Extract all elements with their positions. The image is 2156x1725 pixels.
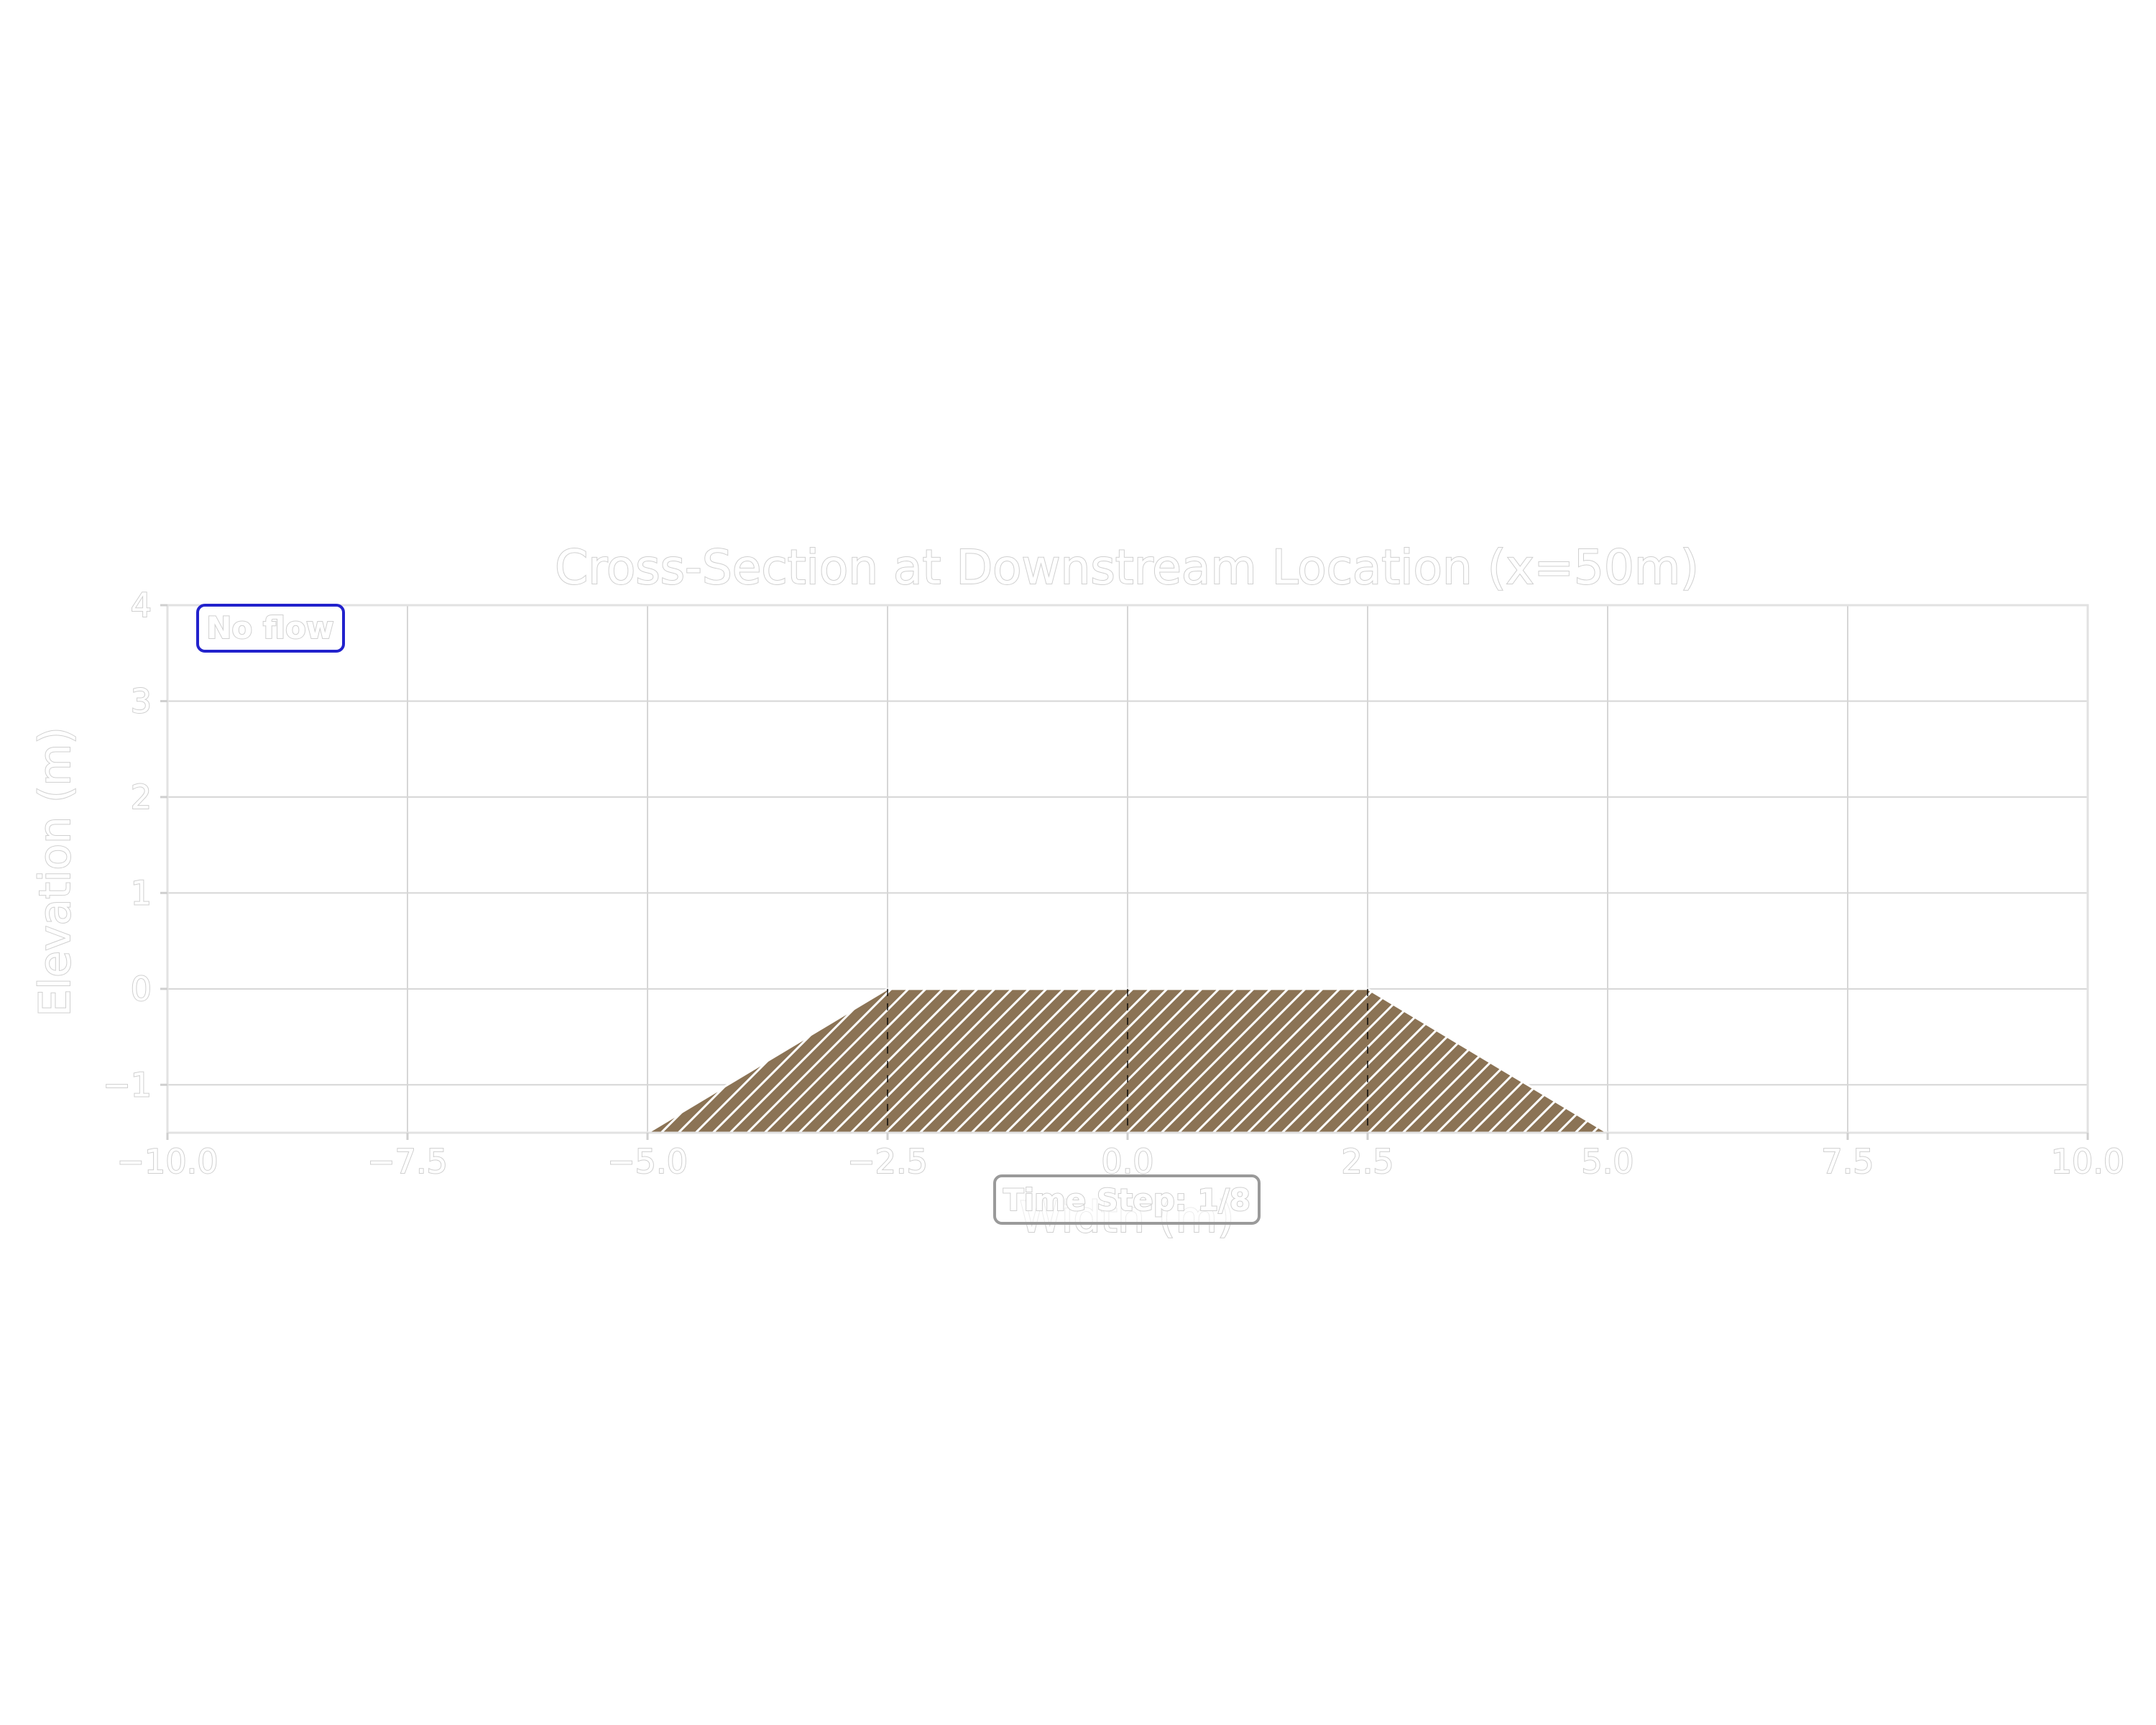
x-tick-label: 10.0 <box>2051 1142 2124 1181</box>
y-ticks: −1 0 1 2 3 4 <box>102 585 167 1105</box>
status-label: No flow <box>206 610 333 645</box>
y-tick-label: 4 <box>131 586 152 625</box>
x-tick-label: −2.5 <box>847 1142 928 1181</box>
x-tick-label: 7.5 <box>1821 1142 1874 1181</box>
y-tick-label: −1 <box>103 1065 152 1104</box>
status-box: No flow <box>196 604 345 653</box>
channel-bed-dividers <box>887 988 1368 1133</box>
grid-lines <box>167 604 2088 1133</box>
x-ticks: −10.0 −7.5 −5.0 −2.5 0.0 2.5 5.0 7.5 10.0 <box>116 1133 2125 1182</box>
y-tick-label: 1 <box>131 873 152 912</box>
x-tick-label: −10.0 <box>117 1142 218 1181</box>
time-step-label: Time Step: 1/8 <box>1003 1182 1250 1218</box>
x-tick-label: 5.0 <box>1581 1142 1634 1181</box>
x-tick-label: −5.0 <box>607 1142 688 1181</box>
status-box-border <box>196 604 345 653</box>
time-step-box-border <box>993 1174 1261 1225</box>
y-axis-label: Elevation (m) <box>30 727 80 1016</box>
time-step-box: Time Step: 1/8 <box>993 1174 1261 1225</box>
x-tick-label: −7.5 <box>367 1142 448 1181</box>
y-tick-label: 3 <box>131 681 152 720</box>
y-tick-label: 2 <box>131 778 152 816</box>
y-tick-label: 0 <box>131 970 152 1008</box>
chart-title: Cross-Section at Downstream Location (x=… <box>555 540 1699 595</box>
x-tick-label: 2.5 <box>1341 1142 1393 1181</box>
